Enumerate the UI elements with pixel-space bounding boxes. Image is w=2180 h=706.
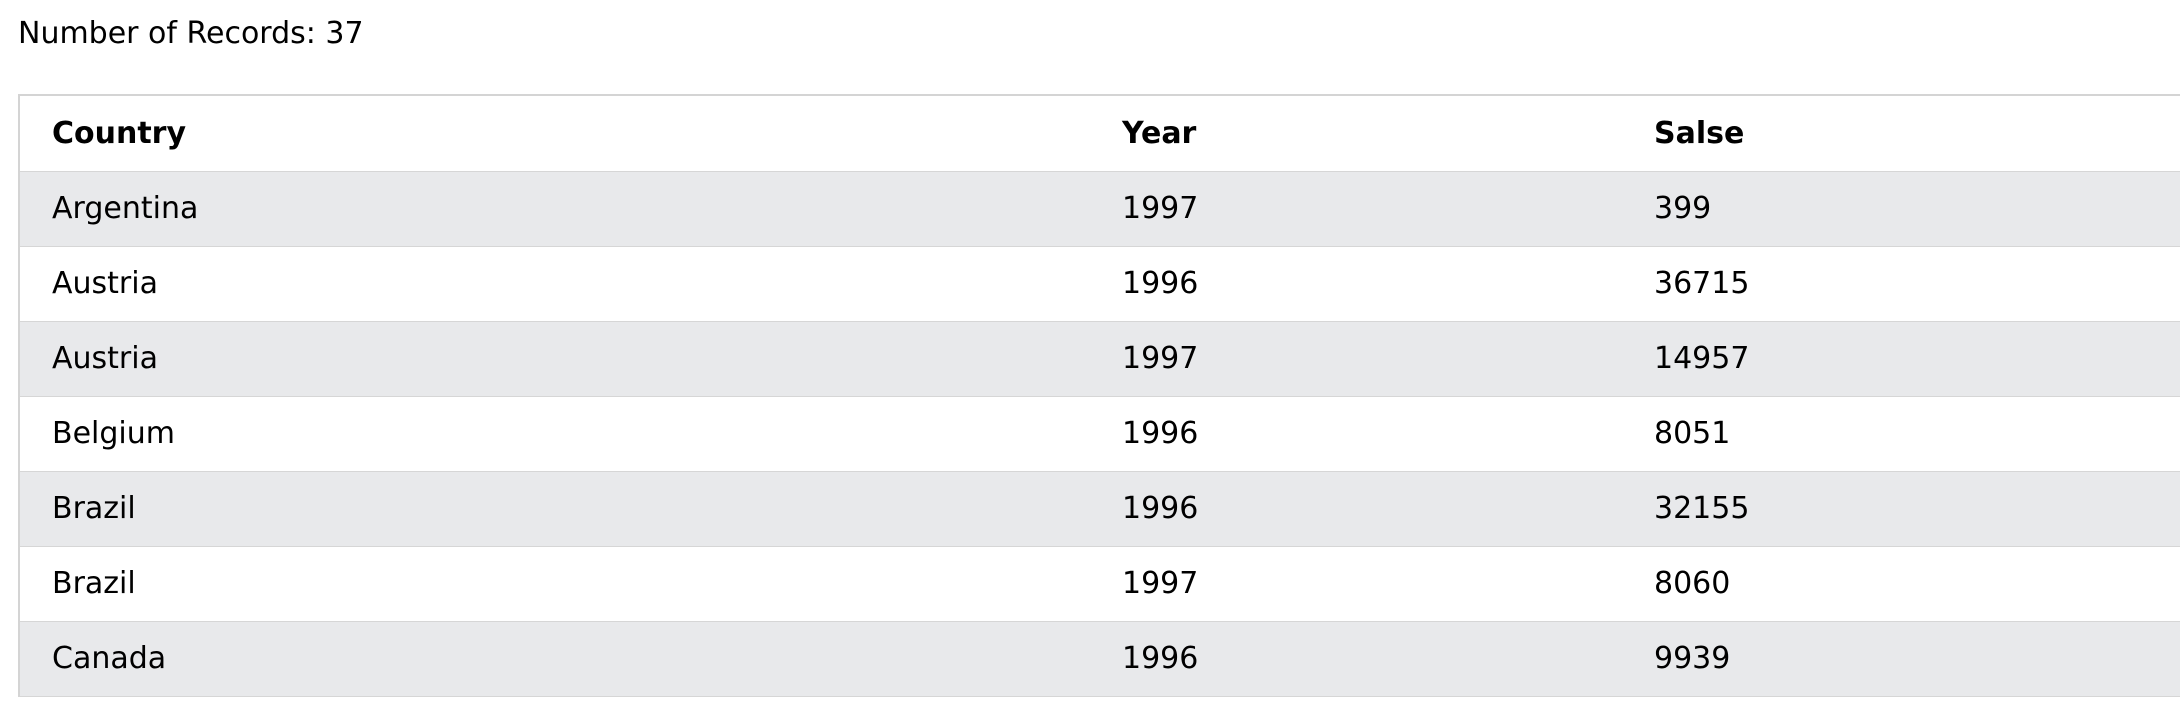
cell-year: 1996 [1090,471,1622,547]
cell-country: Belgium [20,396,1090,472]
table-header-row: Country Year Salse [20,96,2180,172]
column-header-sales: Salse [1622,96,2180,172]
cell-year: 1996 [1090,246,1622,322]
cell-country: Argentina [20,171,1090,247]
column-header-country: Country [20,96,1090,172]
data-table-container: Country Year Salse Argentina 1997 399 Au… [18,94,2180,697]
table-row: Brazil 1996 32155 [20,471,2180,547]
table-row: Argentina 1997 399 [20,171,2180,247]
table-row: Brazil 1997 8060 [20,546,2180,622]
table-row: Austria 1997 14957 [20,321,2180,397]
cell-country: Canada [20,621,1090,697]
table-row: Austria 1996 36715 [20,246,2180,322]
table-row: Belgium 1996 8051 [20,396,2180,472]
cell-year: 1996 [1090,396,1622,472]
column-header-year: Year [1090,96,1622,172]
cell-country: Brazil [20,546,1090,622]
cell-country: Brazil [20,471,1090,547]
cell-sales: 14957 [1622,321,2180,397]
cell-sales: 8051 [1622,396,2180,472]
records-count: Number of Records: 37 [18,16,364,51]
cell-sales: 8060 [1622,546,2180,622]
cell-sales: 36715 [1622,246,2180,322]
cell-year: 1997 [1090,171,1622,247]
cell-year: 1997 [1090,546,1622,622]
cell-country: Austria [20,321,1090,397]
cell-sales: 399 [1622,171,2180,247]
data-table: Country Year Salse Argentina 1997 399 Au… [20,96,2180,697]
cell-country: Austria [20,246,1090,322]
table-row: Canada 1996 9939 [20,621,2180,697]
cell-sales: 9939 [1622,621,2180,697]
cell-year: 1996 [1090,621,1622,697]
cell-year: 1997 [1090,321,1622,397]
cell-sales: 32155 [1622,471,2180,547]
